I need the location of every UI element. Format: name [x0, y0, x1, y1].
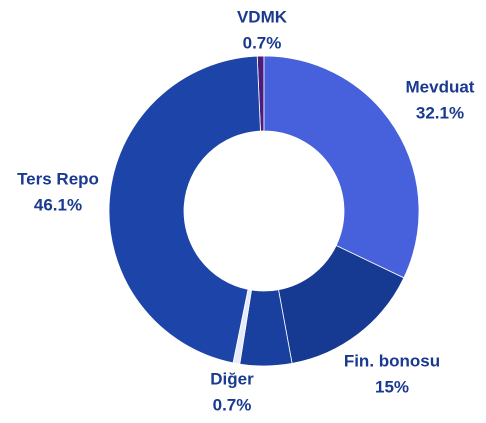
slice-label: Diğer: [210, 369, 254, 388]
slice-label: Mevduat: [406, 77, 475, 96]
donut-slice: [108, 55, 261, 364]
slice-value-label: 0.7%: [243, 33, 282, 52]
slice-label: Fin. bonosu: [344, 351, 440, 370]
slice-value-label: 15%: [375, 377, 409, 396]
slice-value-label: 0.7%: [213, 395, 252, 414]
slice-value-label: 32.1%: [416, 103, 464, 122]
slice-label: VDMK: [237, 7, 288, 26]
slice-label: Ters Repo: [17, 169, 99, 188]
donut-slice: [263, 55, 420, 279]
slice-value-label: 46.1%: [34, 195, 82, 214]
